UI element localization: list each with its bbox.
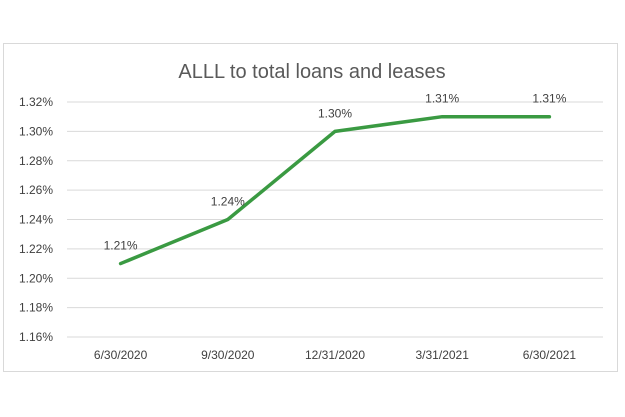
series-lines (118, 114, 552, 266)
y-tick-label: 1.32% (19, 95, 53, 109)
data-label: 1.31% (532, 92, 566, 106)
y-tick-label: 1.26% (19, 183, 53, 197)
x-tick-label: 3/31/2021 (416, 348, 470, 362)
chart-frame (3, 43, 618, 372)
data-label: 1.31% (425, 92, 459, 106)
y-tick-label: 1.16% (19, 330, 53, 344)
data-label: 1.21% (104, 239, 138, 253)
y-tick-label: 1.22% (19, 242, 53, 256)
y-tick-label: 1.30% (19, 124, 53, 138)
y-tick-label: 1.18% (19, 301, 53, 315)
x-tick-label: 6/30/2020 (94, 348, 148, 362)
gridlines (67, 101, 603, 338)
data-label: 1.30% (318, 106, 352, 120)
y-axis-tick-labels: 1.16% 1.18% 1.20% 1.22% 1.24% 1.26% 1.28% 1.30%… (19, 95, 53, 344)
x-tick-label: 9/30/2020 (201, 348, 255, 362)
y-tick-label: 1.28% (19, 154, 53, 168)
y-tick-label: 1.20% (19, 271, 53, 285)
y-tick-label: 1.24% (19, 213, 53, 227)
x-axis-tick-labels: 6/30/2020 9/30/2020 12/31/2020 3/31/2021 6/3… (94, 348, 577, 362)
chart-title: ALLL to total loans and leases (178, 61, 445, 83)
data-label: 1.24% (211, 195, 245, 209)
x-tick-label: 12/31/2020 (305, 348, 365, 362)
data-labels: 1.21% 1.24% 1.30% 1.31% 1.31% (104, 92, 567, 253)
x-tick-label: 6/30/2021 (523, 348, 577, 362)
